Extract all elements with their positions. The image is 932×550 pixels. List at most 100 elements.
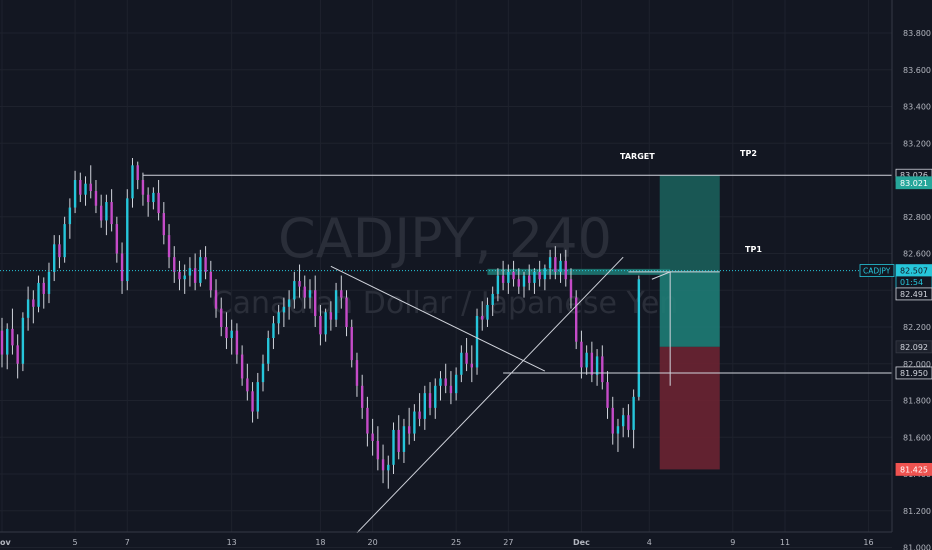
- time-axis-label: Nov: [0, 538, 11, 547]
- candle-up: [47, 271, 51, 294]
- candle-down: [204, 257, 207, 272]
- candle-up: [53, 244, 56, 272]
- candle-up: [6, 328, 9, 355]
- candle-down: [569, 279, 573, 298]
- time-axis-label: 13: [227, 538, 237, 547]
- candle-down: [246, 378, 249, 392]
- candle-up: [26, 299, 30, 318]
- watermark-description: Canadian Dollar / Japanese Yen: [212, 286, 679, 321]
- candle-up: [392, 429, 395, 465]
- candle-down: [418, 411, 421, 419]
- candle-down: [303, 286, 306, 298]
- time-axis-label: 25: [451, 538, 461, 547]
- candle-up: [543, 268, 547, 280]
- candle-up: [152, 192, 155, 203]
- price-axis-label: 82.000: [903, 360, 931, 369]
- candle-down: [136, 165, 139, 180]
- candle-down: [428, 393, 432, 408]
- candle-down: [601, 356, 604, 383]
- candle-down: [580, 341, 583, 368]
- candle-down: [110, 202, 113, 225]
- price-tag-value: 83.026: [900, 171, 928, 180]
- entry-marker-line: [651, 271, 671, 386]
- candle-down: [554, 257, 557, 272]
- candle-up: [559, 260, 562, 272]
- candle-down: [329, 312, 333, 320]
- candle-down: [449, 385, 453, 394]
- candle-down: [501, 275, 505, 283]
- entry-band: [487, 268, 671, 275]
- price-axis-label: 83.600: [903, 66, 931, 75]
- candle-down: [538, 271, 541, 280]
- candle-up: [287, 299, 291, 307]
- candle-down: [575, 297, 578, 342]
- candle-down: [366, 407, 369, 434]
- candle-up: [533, 271, 536, 283]
- candle-down: [397, 429, 400, 452]
- candle-down: [120, 253, 124, 282]
- time-axis-label: 4: [647, 538, 652, 547]
- candle-up: [73, 180, 77, 208]
- price-axis-label: 81.600: [903, 433, 931, 442]
- candle-down: [89, 183, 92, 192]
- candle-down: [350, 327, 353, 361]
- grid-lines: [0, 0, 892, 548]
- price-tag-box: [895, 340, 932, 354]
- symbol-tag-label: CADJPY: [863, 267, 891, 276]
- price-axis-label: 81.200: [903, 507, 931, 516]
- candle-down: [298, 281, 301, 287]
- candle-down: [314, 290, 317, 316]
- candle-up: [308, 290, 312, 298]
- price-tag-value: 01:54: [900, 278, 923, 287]
- candles: [0, 157, 641, 489]
- price-tag-value: 81.425: [900, 465, 928, 474]
- time-axis[interactable]: Nov 5 7 13 18 20 25 27 Dec 4 9 11 16: [0, 531, 892, 547]
- candle-down: [178, 271, 181, 280]
- candle-up: [522, 275, 526, 287]
- candle-down: [146, 194, 150, 203]
- candle-up: [496, 275, 500, 294]
- candle-down: [220, 308, 223, 327]
- candle-up: [439, 378, 442, 386]
- candle-up: [548, 257, 552, 269]
- candle-up: [585, 352, 588, 368]
- candle-down: [470, 363, 473, 368]
- watermark: CADJPY, 240 Canadian Dollar / Japanese Y…: [212, 207, 679, 321]
- candle-up: [616, 426, 620, 434]
- candle-down: [564, 260, 567, 280]
- candle-down: [381, 459, 385, 471]
- candle-down: [376, 440, 380, 460]
- price-tag-box: [895, 176, 932, 190]
- price-tag-box: [895, 366, 932, 380]
- candle-up: [256, 382, 259, 412]
- candle-up: [454, 374, 458, 394]
- candle-down: [512, 271, 515, 280]
- candle-down: [360, 385, 364, 408]
- candle-up: [68, 207, 72, 225]
- candle-down: [319, 315, 322, 335]
- candle-up: [282, 306, 286, 313]
- candle-up: [230, 330, 233, 339]
- candle-up: [261, 363, 265, 383]
- price-axis-label: 82.800: [903, 213, 931, 222]
- candle-down: [340, 290, 343, 298]
- candle-up: [84, 183, 87, 195]
- candle-up: [267, 338, 270, 364]
- candle-down: [371, 433, 374, 441]
- tp1-profit-zone: [659, 270, 720, 347]
- candle-down: [225, 327, 228, 339]
- candle-down: [590, 352, 594, 375]
- candle-up: [334, 290, 338, 320]
- price-tag-box: [895, 463, 932, 476]
- candle-up: [188, 268, 192, 276]
- candle-down: [58, 244, 61, 258]
- price-tag-box: [895, 287, 932, 301]
- candle-down: [627, 415, 630, 430]
- candle-down: [611, 407, 614, 434]
- price-axis-label: 82.600: [903, 250, 931, 259]
- candle-down: [355, 360, 359, 386]
- candle-up: [402, 426, 406, 452]
- candle-up: [486, 304, 489, 320]
